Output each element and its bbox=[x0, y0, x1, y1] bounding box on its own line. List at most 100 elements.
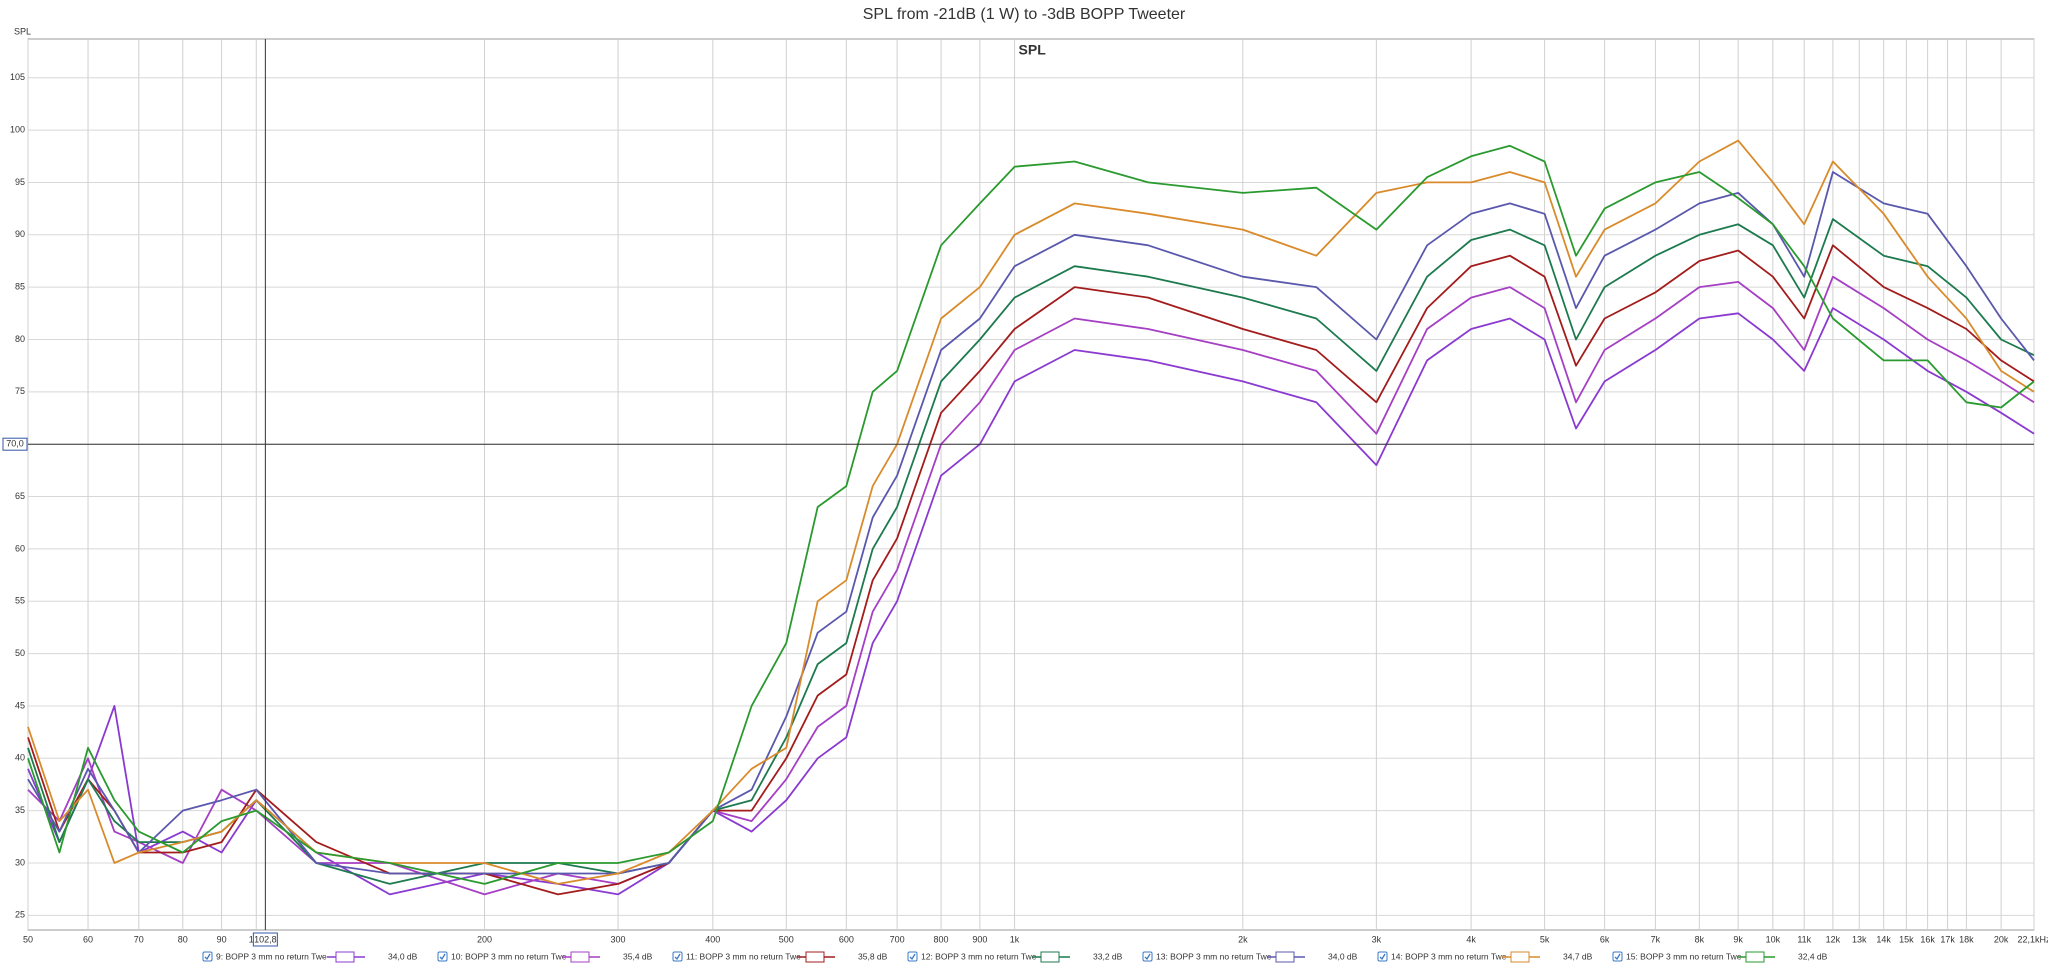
plot-area bbox=[27, 38, 2035, 931]
y-tick-label: 65 bbox=[15, 491, 25, 501]
legend-checkbox bbox=[672, 951, 683, 962]
legend-item[interactable]: 13: BOPP 3 mm no return Twe 34,0 dB bbox=[1142, 951, 1358, 963]
x-tick-label: 6k bbox=[1600, 934, 1610, 944]
x-tick-label: 70 bbox=[134, 934, 144, 944]
legend-item[interactable]: 14: BOPP 3 mm no return Twe 34,7 dB bbox=[1377, 951, 1593, 963]
y-tick-label: 85 bbox=[15, 282, 25, 292]
legend-item[interactable]: 11: BOPP 3 mm no return Twe 35,8 dB bbox=[672, 951, 888, 963]
series-line bbox=[27, 244, 2035, 896]
x-tick-label: 9k bbox=[1733, 934, 1743, 944]
x-tick-label: 500 bbox=[779, 934, 794, 944]
legend-checkbox bbox=[437, 951, 448, 962]
x-tick-label: 14k bbox=[1876, 934, 1891, 944]
legend-cursor-value: 34,7 dB bbox=[1563, 951, 1593, 961]
x-tick-label: 700 bbox=[890, 934, 905, 944]
x-tick-label: 80 bbox=[178, 934, 188, 944]
legend-smoothing-box bbox=[1275, 951, 1295, 963]
legend-check bbox=[909, 953, 916, 961]
series-line bbox=[27, 275, 2035, 896]
x-tick-label: 900 bbox=[972, 934, 987, 944]
x-tick-label: 3k bbox=[1372, 934, 1382, 944]
y-tick-label: 30 bbox=[15, 857, 25, 867]
legend-item[interactable]: 15: BOPP 3 mm no return Twe 32,4 dB bbox=[1612, 951, 1828, 963]
x-tick-label: 16k bbox=[1920, 934, 1935, 944]
legend-cursor-value: 34,0 dB bbox=[1328, 951, 1358, 961]
legend-check bbox=[1614, 953, 1621, 961]
x-tick-label: 50 bbox=[23, 934, 33, 944]
y-tick-label: 35 bbox=[15, 805, 25, 815]
legend-item[interactable]: 12: BOPP 3 mm no return Twe 33,2 dB bbox=[907, 951, 1123, 963]
legend-smoothing-box bbox=[1510, 951, 1530, 963]
series-line bbox=[27, 144, 2035, 885]
legend-item[interactable]: 9: BOPP 3 mm no return Twe 34,0 dB bbox=[202, 951, 418, 963]
x-tick-label: 2k bbox=[1238, 934, 1248, 944]
x-tick-label: 22,1kHz bbox=[2017, 934, 2048, 944]
x-tick-label: 13k bbox=[1852, 934, 1867, 944]
y-tick-label: 55 bbox=[15, 596, 25, 606]
legend-check bbox=[204, 953, 211, 961]
legend-smoothing-box bbox=[1040, 951, 1060, 963]
legend-label: 14: BOPP 3 mm no return Twe bbox=[1391, 951, 1507, 961]
x-tick-label: 8k bbox=[1695, 934, 1705, 944]
legend-check bbox=[1379, 953, 1386, 961]
legend-smoothing-box bbox=[570, 951, 590, 963]
x-tick-label: 300 bbox=[611, 934, 626, 944]
chart-title: SPL from -21dB (1 W) to -3dB BOPP Tweete… bbox=[863, 6, 1186, 23]
x-tick-label: 5k bbox=[1540, 934, 1550, 944]
y-axis-label: SPL bbox=[14, 26, 31, 36]
legend-smoothing-box bbox=[335, 951, 355, 963]
x-tick-label: 15k bbox=[1899, 934, 1914, 944]
x-tick-label: 400 bbox=[705, 934, 720, 944]
legend-cursor-value: 35,8 dB bbox=[858, 951, 888, 961]
annotation: SPL bbox=[1019, 42, 1047, 58]
x-tick-label: 18k bbox=[1959, 934, 1974, 944]
y-tick-label: 50 bbox=[15, 648, 25, 658]
legend-cursor-value: 32,4 dB bbox=[1798, 951, 1828, 961]
x-tick-label: 600 bbox=[839, 934, 854, 944]
x-tick-label: 10k bbox=[1766, 934, 1781, 944]
legend-cursor-value: 33,2 dB bbox=[1093, 951, 1123, 961]
x-tick-label: 20k bbox=[1994, 934, 2009, 944]
x-tick-label: 4k bbox=[1466, 934, 1476, 944]
legend-cursor-value: 35,4 dB bbox=[623, 951, 653, 961]
y-tick-label: 80 bbox=[15, 334, 25, 344]
cursor-x-label: 102,8 bbox=[254, 934, 277, 944]
y-tick-label: 45 bbox=[15, 700, 25, 710]
cursor-x-box bbox=[252, 932, 278, 947]
legend-label: 13: BOPP 3 mm no return Twe bbox=[1156, 951, 1272, 961]
x-tick-label: 60 bbox=[83, 934, 93, 944]
legend-label: 12: BOPP 3 mm no return Twe bbox=[921, 951, 1037, 961]
legend-checkbox bbox=[1377, 951, 1388, 962]
legend-label: 10: BOPP 3 mm no return Twe bbox=[451, 951, 567, 961]
x-tick-label: 17k bbox=[1940, 934, 1955, 944]
y-tick-label: 90 bbox=[15, 229, 25, 239]
legend-checkbox bbox=[907, 951, 918, 962]
legend-smoothing-box bbox=[1745, 951, 1765, 963]
y-tick-label: 75 bbox=[15, 386, 25, 396]
x-tick-label: 11k bbox=[1797, 934, 1811, 944]
y-tick-label: 60 bbox=[15, 543, 25, 553]
legend-item[interactable]: 10: BOPP 3 mm no return Twe 35,4 dB bbox=[437, 951, 653, 963]
y-tick-label: 25 bbox=[15, 910, 25, 920]
legend-smoothing-box bbox=[805, 951, 825, 963]
x-tick-label: 7k bbox=[1651, 934, 1661, 944]
legend-label: 9: BOPP 3 mm no return Twe bbox=[216, 951, 327, 961]
x-tick-label: 90 bbox=[217, 934, 227, 944]
legend-check bbox=[1144, 953, 1151, 961]
y-tick-label: 105 bbox=[10, 72, 25, 82]
cursor-y-label: 70,0 bbox=[6, 439, 24, 449]
legend-check bbox=[674, 953, 681, 961]
x-tick-label: 200 bbox=[477, 934, 492, 944]
y-tick-label: 100 bbox=[10, 124, 25, 134]
legend-check bbox=[439, 953, 446, 961]
legend-cursor-value: 34,0 dB bbox=[388, 951, 418, 961]
legend-checkbox bbox=[202, 951, 213, 962]
legend-label: 15: BOPP 3 mm no return Twe bbox=[1626, 951, 1742, 961]
legend-checkbox bbox=[1612, 951, 1623, 962]
y-tick-label: 40 bbox=[15, 753, 25, 763]
x-tick-label: 12k bbox=[1826, 934, 1841, 944]
series-line bbox=[27, 139, 2035, 885]
y-tick-label: 95 bbox=[15, 177, 25, 187]
